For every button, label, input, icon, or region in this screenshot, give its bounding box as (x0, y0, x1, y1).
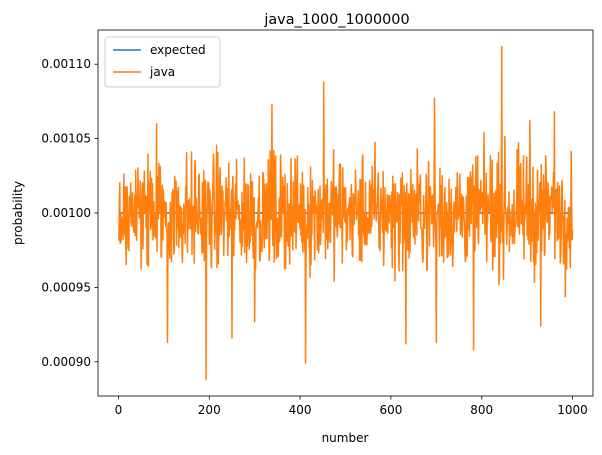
legend: expected java (104, 36, 221, 88)
y-tick-label: 0.00095 (41, 280, 91, 294)
x-tick-label: 200 (198, 403, 221, 417)
plot-frame (97, 29, 594, 397)
x-tick-label: 0 (115, 403, 123, 417)
y-axis-ticks: 0.00090 0.00095 0.00100 0.00105 0.00110 (41, 57, 98, 369)
legend-label-java: java (149, 65, 175, 79)
legend-label-expected: expected (150, 43, 206, 57)
x-axis-label: number (322, 431, 369, 445)
x-tick-label: 800 (470, 403, 493, 417)
x-tick-label: 600 (379, 403, 402, 417)
x-axis-ticks: 0 200 400 600 800 1000 (115, 396, 588, 417)
y-axis-label: probability (11, 181, 25, 245)
chart-title: java_1000_1000000 (263, 12, 409, 28)
y-tick-label: 0.00105 (41, 132, 91, 146)
x-tick-label: 400 (289, 403, 312, 417)
y-tick-label: 0.00110 (41, 57, 91, 71)
x-tick-label: 1000 (557, 403, 588, 417)
series-layer (118, 45, 574, 381)
series-line-java (118, 45, 574, 381)
y-tick-label: 0.00100 (41, 206, 91, 220)
y-tick-label: 0.00090 (41, 355, 91, 369)
